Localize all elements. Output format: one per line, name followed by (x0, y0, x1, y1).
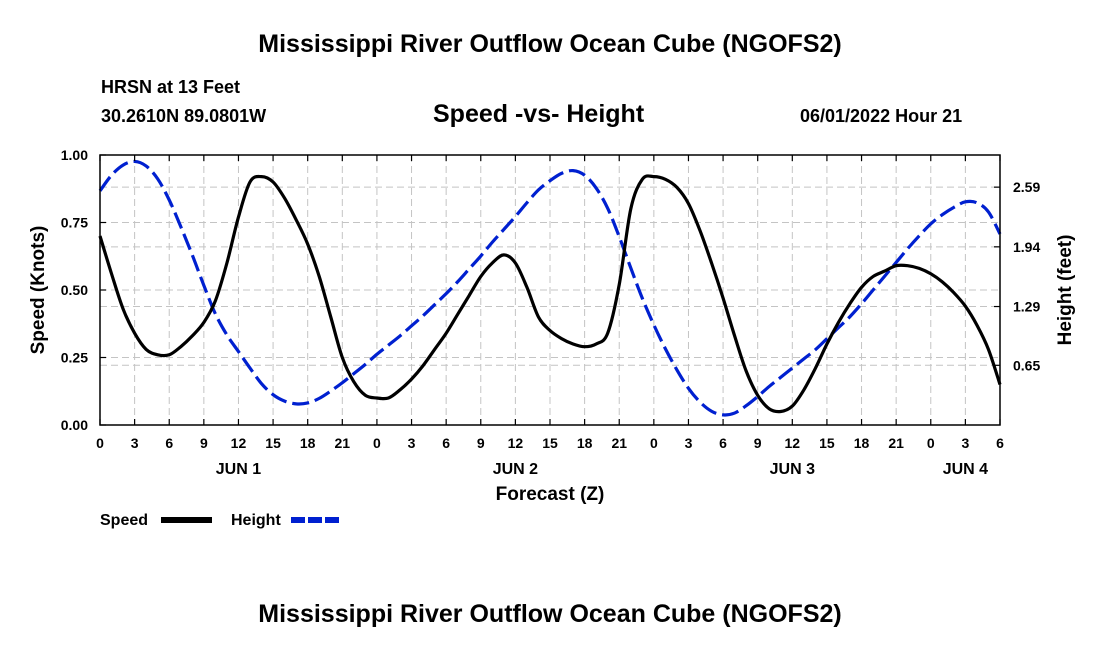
x-tick-label: 18 (300, 435, 316, 451)
height-series-group (98, 159, 1002, 417)
speed-series-group (98, 174, 1002, 414)
x-tick-label: 3 (408, 435, 416, 451)
x-tick-label: 0 (96, 435, 104, 451)
x-tick-label: 3 (961, 435, 969, 451)
x-tick-label: 6 (442, 435, 450, 451)
x-tick-label: 0 (650, 435, 658, 451)
x-tick-label: 15 (542, 435, 558, 451)
station-label: HRSN at 13 Feet (101, 77, 241, 97)
y2-tick-label: 1.29 (1013, 299, 1040, 315)
tick-marks (99, 154, 1001, 426)
y-tick-label: 1.00 (61, 147, 88, 163)
day-label: JUN 4 (943, 461, 988, 478)
height-series-line (98, 159, 1002, 417)
x-tick-label: 12 (508, 435, 524, 451)
x-tick-label: 18 (577, 435, 593, 451)
x-tick-label: 0 (373, 435, 381, 451)
x-tick-label: 6 (996, 435, 1004, 451)
x-tick-label: 21 (888, 435, 904, 451)
y-tick-label: 0.00 (61, 417, 88, 433)
y2-tick-label: 1.94 (1013, 239, 1040, 255)
x-tick-label: 3 (131, 435, 139, 451)
x-tick-label: 21 (335, 435, 351, 451)
day-label: JUN 3 (770, 461, 815, 478)
y2-tick-labels: 0.65 1.29 1.94 2.59 (1013, 179, 1040, 373)
x-tick-label: 9 (200, 435, 208, 451)
x-tick-label: 12 (231, 435, 247, 451)
repeat-chart-title: Mississippi River Outflow Ocean Cube (NG… (258, 600, 842, 628)
y-axis-label: Speed (Knots) (28, 226, 49, 355)
x-tick-label: 15 (819, 435, 835, 451)
x-tick-label: 15 (265, 435, 281, 451)
x-tick-labels: 0 3 6 9 12 15 18 21 0 3 6 9 12 15 18 21 0 3 6 9 12 15 18 21 0 3 6 (96, 435, 1004, 451)
grid-lines (100, 155, 1000, 425)
x-tick-label: 3 (685, 435, 693, 451)
chart-main-title: Mississippi River Outflow Ocean Cube (NG… (258, 30, 842, 58)
x-tick-label: 18 (854, 435, 870, 451)
y2-axis-label: Height (feet) (1055, 235, 1076, 346)
x-tick-label: 0 (927, 435, 935, 451)
y2-tick-label: 0.65 (1013, 357, 1040, 373)
y-tick-label: 0.25 (61, 350, 88, 366)
legend-height-label: Height (231, 512, 281, 529)
forecast-timestamp: 06/01/2022 Hour 21 (800, 106, 963, 126)
legend: Speed Height (100, 512, 342, 529)
x-tick-label: 6 (719, 435, 727, 451)
y2-tick-label: 2.59 (1013, 179, 1040, 195)
y-tick-label: 0.75 (61, 215, 88, 231)
x-tick-label: 6 (165, 435, 173, 451)
x-tick-label: 9 (754, 435, 762, 451)
x-tick-label: 12 (785, 435, 801, 451)
chart-subtitle: Speed -vs- Height (433, 100, 645, 128)
y-tick-label: 0.50 (61, 282, 88, 298)
x-tick-label: 9 (477, 435, 485, 451)
day-labels: JUN 1 JUN 2 JUN 3 JUN 4 (216, 461, 988, 478)
legend-speed-label: Speed (100, 512, 148, 529)
x-tick-label: 21 (611, 435, 627, 451)
y-tick-labels: 0.00 0.25 0.50 0.75 1.00 (61, 147, 88, 433)
station-coordinates: 30.2610N 89.0801W (101, 106, 267, 126)
day-label: JUN 1 (216, 461, 261, 478)
speed-series-line (98, 174, 1002, 414)
day-label: JUN 2 (493, 461, 538, 478)
x-axis-label: Forecast (Z) (496, 484, 605, 505)
